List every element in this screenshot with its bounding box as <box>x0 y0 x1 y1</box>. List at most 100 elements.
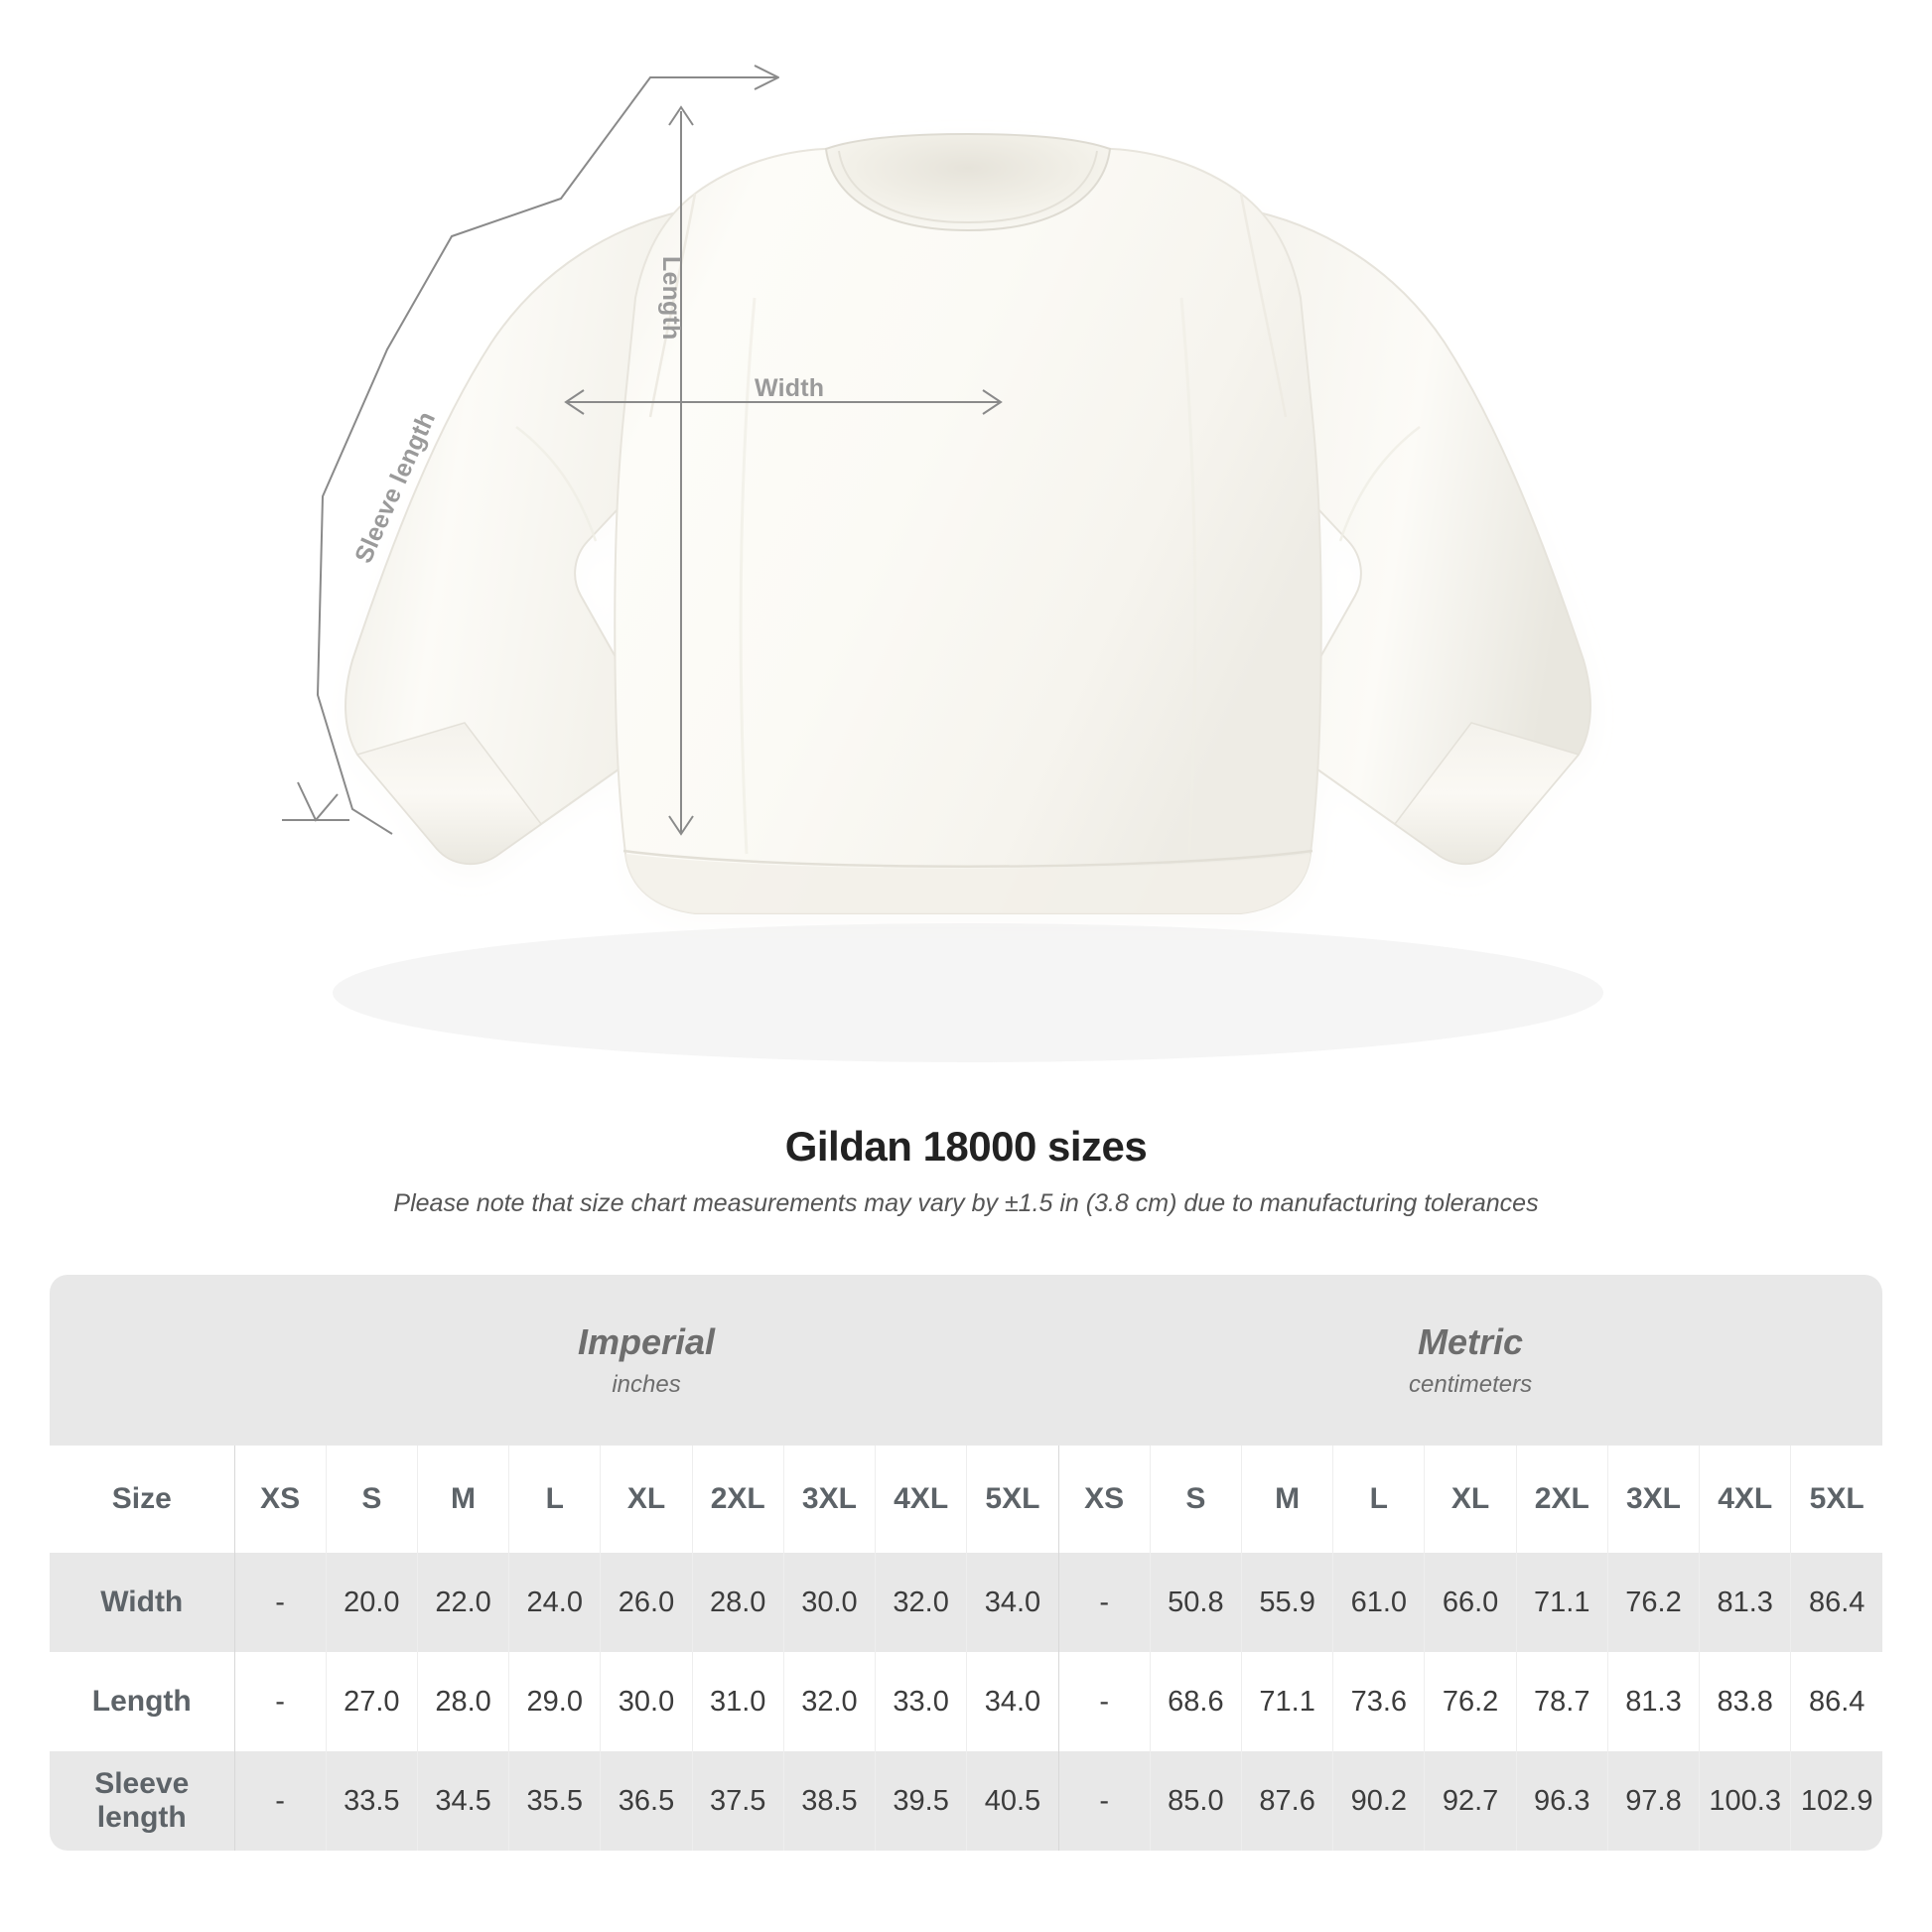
unit-system-name: Metric <box>1418 1321 1524 1362</box>
cell-length-metric-3xl: 81.3 <box>1606 1652 1700 1751</box>
width-dimension-label: Width <box>755 374 825 402</box>
size-header-imperial-xs: XS <box>233 1446 327 1553</box>
cell-length-metric-4xl: 83.8 <box>1699 1652 1791 1751</box>
cell-sleeve-length-metric-l: 90.2 <box>1332 1751 1425 1851</box>
sleeve-guide-path <box>316 76 776 835</box>
measurement-row-header-sleeve-length: Sleeve length <box>50 1751 234 1851</box>
size-header-metric-5xl: 5XL <box>1790 1446 1883 1553</box>
cell-sleeve-length-imperial-xl: 36.5 <box>600 1751 693 1851</box>
table-row: Length -27.0 28.0 29.0 30.0 31.0 32.0 33.0 34.0-… <box>50 1652 1883 1751</box>
cell-length-metric-s: 68.6 <box>1149 1652 1242 1751</box>
cell-length-metric-5xl: 86.4 <box>1790 1652 1883 1751</box>
unit-system-name: Imperial <box>578 1321 716 1362</box>
cell-width-imperial-5xl: 34.0 <box>966 1553 1059 1652</box>
size-header-imperial-m: M <box>416 1446 509 1553</box>
cell-width-imperial-4xl: 32.0 <box>875 1553 967 1652</box>
cell-width-imperial-s: 20.0 <box>325 1553 418 1652</box>
size-header-imperial-xl: XL <box>600 1446 693 1553</box>
size-header-metric-2xl: 2XL <box>1515 1446 1608 1553</box>
size-header-imperial-3xl: 3XL <box>782 1446 876 1553</box>
cell-length-imperial-4xl: 33.0 <box>875 1652 967 1751</box>
size-header-metric-l: L <box>1332 1446 1425 1553</box>
cell-sleeve-length-metric-2xl: 96.3 <box>1515 1751 1608 1851</box>
cell-width-metric-3xl: 76.2 <box>1606 1553 1700 1652</box>
unit-system-header-row: Imperial inches Metric centimeters <box>50 1275 1883 1446</box>
length-dimension-label: Length <box>657 256 685 341</box>
cell-sleeve-length-imperial-4xl: 39.5 <box>875 1751 967 1851</box>
cell-width-imperial-2xl: 28.0 <box>691 1553 784 1652</box>
size-header-metric-m: M <box>1241 1446 1333 1553</box>
unit-row-corner-cell <box>50 1275 234 1446</box>
cell-length-imperial-xs: - <box>233 1652 327 1751</box>
cell-length-imperial-5xl: 34.0 <box>966 1652 1059 1751</box>
cell-length-metric-l: 73.6 <box>1332 1652 1425 1751</box>
size-table-wrapper: Imperial inches Metric centimeters Size XS S M L… <box>50 1275 1883 1851</box>
size-header-imperial-5xl: 5XL <box>966 1446 1059 1553</box>
cell-length-metric-xl: 76.2 <box>1424 1652 1517 1751</box>
size-header-imperial-2xl: 2XL <box>691 1446 784 1553</box>
size-header-metric-s: S <box>1149 1446 1242 1553</box>
cell-sleeve-length-metric-4xl: 100.3 <box>1699 1751 1791 1851</box>
cell-length-imperial-3xl: 32.0 <box>782 1652 876 1751</box>
unit-system-header-metric: Metric centimeters <box>1058 1275 1883 1446</box>
cell-length-imperial-xl: 30.0 <box>600 1652 693 1751</box>
measurement-row-header-width: Width <box>50 1553 234 1652</box>
measurement-row-header-length: Length <box>50 1652 234 1751</box>
garment-illustration: Length Width Sleeve length <box>282 65 1591 914</box>
size-table: Imperial inches Metric centimeters Size XS S M L… <box>50 1275 1883 1851</box>
measurement-guides <box>282 65 1003 836</box>
cell-width-imperial-3xl: 30.0 <box>782 1553 876 1652</box>
cell-sleeve-length-metric-xs: - <box>1057 1751 1151 1851</box>
size-header-metric-xs: XS <box>1057 1446 1151 1553</box>
cell-sleeve-length-imperial-5xl: 40.5 <box>966 1751 1059 1851</box>
sweatshirt-diagram <box>282 65 1591 914</box>
cell-width-metric-5xl: 86.4 <box>1790 1553 1883 1652</box>
size-header-metric-3xl: 3XL <box>1606 1446 1700 1553</box>
cell-width-metric-xs: - <box>1057 1553 1151 1652</box>
unit-system-unit: inches <box>612 1370 681 1398</box>
cell-length-metric-m: 71.1 <box>1241 1652 1333 1751</box>
unit-system-unit: centimeters <box>1409 1370 1533 1398</box>
cell-sleeve-length-imperial-2xl: 37.5 <box>691 1751 784 1851</box>
cell-width-metric-xl: 66.0 <box>1424 1553 1517 1652</box>
cell-width-metric-m: 55.9 <box>1241 1553 1333 1652</box>
page-title: Gildan 18000 sizes <box>784 1123 1148 1170</box>
cell-width-metric-2xl: 71.1 <box>1515 1553 1608 1652</box>
tolerance-note: Please note that size chart measurements… <box>393 1189 1539 1218</box>
cell-sleeve-length-imperial-3xl: 38.5 <box>782 1751 876 1851</box>
cell-sleeve-length-metric-5xl: 102.9 <box>1790 1751 1883 1851</box>
table-row: Width -20.0 22.0 24.0 26.0 28.0 30.0 32.0 34.0-5… <box>50 1553 1883 1652</box>
cell-width-imperial-xl: 26.0 <box>600 1553 693 1652</box>
cell-sleeve-length-metric-m: 87.6 <box>1241 1751 1333 1851</box>
size-header-metric-4xl: 4XL <box>1699 1446 1791 1553</box>
size-header-row: Size XS S M L XL 2XL 3XL 4XL 5XL XS S M L XL 2XL 3XL 4XL 5… <box>50 1446 1883 1553</box>
sweatshirt-body-group <box>345 132 1591 914</box>
size-column-header: Size <box>50 1446 234 1553</box>
table-row: Sleeve length -33.5 34.5 35.5 36.5 37.5 38.5 39… <box>50 1751 1883 1851</box>
cell-width-imperial-l: 24.0 <box>508 1553 601 1652</box>
cell-sleeve-length-metric-3xl: 97.8 <box>1606 1751 1700 1851</box>
cell-length-imperial-l: 29.0 <box>508 1652 601 1751</box>
size-header-imperial-l: L <box>508 1446 601 1553</box>
cell-sleeve-length-imperial-l: 35.5 <box>508 1751 601 1851</box>
cell-length-imperial-2xl: 31.0 <box>691 1652 784 1751</box>
cell-width-metric-4xl: 81.3 <box>1699 1553 1791 1652</box>
cell-sleeve-length-metric-xl: 92.7 <box>1424 1751 1517 1851</box>
cell-width-metric-s: 50.8 <box>1149 1553 1242 1652</box>
cell-sleeve-length-imperial-s: 33.5 <box>325 1751 418 1851</box>
cell-width-imperial-m: 22.0 <box>416 1553 509 1652</box>
size-header-imperial-4xl: 4XL <box>875 1446 967 1553</box>
cell-sleeve-length-imperial-xs: - <box>233 1751 327 1851</box>
cell-sleeve-length-metric-s: 85.0 <box>1149 1751 1242 1851</box>
cell-length-imperial-m: 28.0 <box>416 1652 509 1751</box>
cell-length-metric-2xl: 78.7 <box>1515 1652 1608 1751</box>
unit-system-header-imperial: Imperial inches <box>234 1275 1059 1446</box>
size-header-imperial-s: S <box>325 1446 418 1553</box>
cell-width-metric-l: 61.0 <box>1332 1553 1425 1652</box>
title-block: Gildan 18000 sizes Please note that size… <box>0 1122 1932 1220</box>
size-header-metric-xl: XL <box>1424 1446 1517 1553</box>
cell-width-imperial-xs: - <box>233 1553 327 1652</box>
cell-length-metric-xs: - <box>1057 1652 1151 1751</box>
cell-length-imperial-s: 27.0 <box>325 1652 418 1751</box>
